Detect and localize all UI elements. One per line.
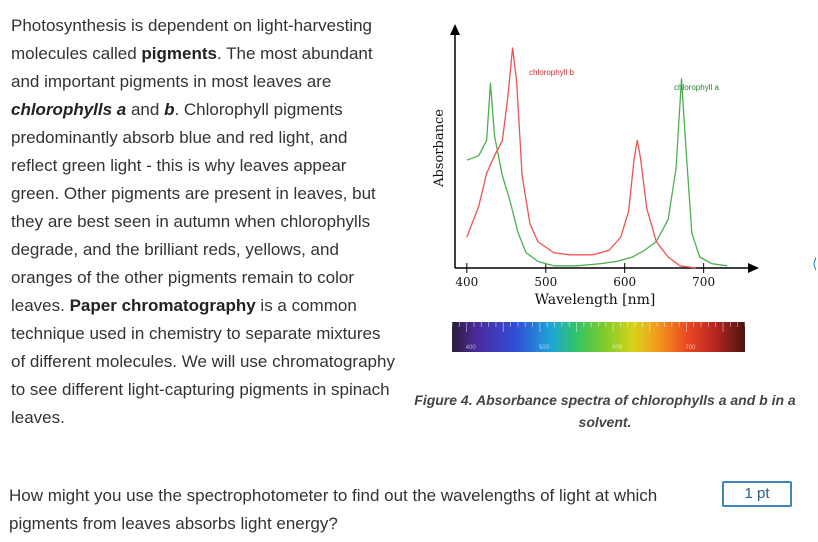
x-axis-label: Wavelength [nm] (535, 292, 656, 308)
term-chlorophyll-b: b (164, 100, 175, 119)
series-line-chlorophyll-a (466, 78, 728, 267)
absorbance-chart: 400 500 600 700 Absorbance Wavelength [nm] … (432, 24, 759, 352)
spectrum-label-600: 600 (612, 345, 623, 351)
term-pigments: pigments (141, 44, 217, 63)
figure-caption: Figure 4. Absorbance spectra of chloroph… (414, 392, 796, 430)
points-badge[interactable]: 1 pt (722, 481, 792, 507)
intro-text: . The most abundant and important pigmen… (11, 44, 373, 91)
intro-text: Photosynthesis is dependent on light-har… (11, 16, 373, 63)
y-axis-arrow (450, 24, 460, 35)
x-tick-label-400: 400 (455, 275, 478, 289)
intro-text: and (126, 100, 165, 119)
x-tick-label-700: 700 (692, 275, 715, 289)
series-line-chlorophyll-b (466, 47, 696, 269)
y-axis-label: Absorbance (432, 109, 447, 188)
x-axis-arrow (748, 263, 759, 273)
spectrum-label-700: 700 (685, 345, 696, 351)
intro-text: is a common technique used in chemistry … (11, 296, 395, 427)
series-label-chl-a: chlorophyll a (674, 83, 719, 92)
term-chlorophyll-a: chlorophylls a (11, 100, 127, 119)
spectrum-label-400: 400 (466, 345, 477, 351)
spectrum-label-500: 500 (539, 345, 550, 351)
term-paper-chromatography: Paper chromatography (69, 296, 256, 315)
intro-text: . Chlorophyll pigments predominantly abs… (11, 100, 376, 315)
x-tick-label-600: 600 (613, 275, 636, 289)
series-label-chl-b: chlorophyll b (529, 68, 574, 77)
intro-paragraph: Photosynthesis is dependent on light-har… (11, 12, 396, 432)
question-text: How might you use the spectrophotometer … (9, 486, 658, 533)
absorbance-figure: 400 500 600 700 Absorbance Wavelength [nm] … (415, 18, 815, 378)
scroll-edge-icon: ⟨ (812, 255, 818, 271)
x-tick-label-500: 500 (534, 275, 557, 289)
